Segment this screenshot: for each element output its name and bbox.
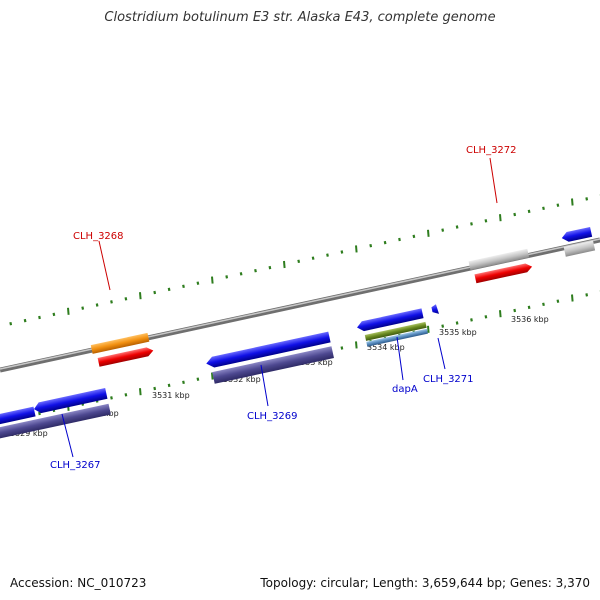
scale-tick-minor [225,275,229,279]
scale-tick-major [211,276,214,284]
scale-tick-minor [326,253,329,257]
scale-tick-minor [182,284,185,289]
scale-tick-minor [527,305,531,310]
gene-label-CLH_3271[interactable]: CLH_3271 [423,374,474,385]
scale-tick-minor [455,321,459,325]
scale-label: 3533 kbp [295,358,333,367]
scale-tick-minor [167,287,171,292]
scale-tick-minor [383,240,387,245]
genome-summary-text: Topology: circular; Length: 3,659,644 bp… [260,576,590,590]
gene-label-CLH_3268[interactable]: CLH_3268 [73,231,124,242]
scale-tick-minor [196,281,200,285]
gene-label-CLH_3269[interactable]: CLH_3269 [247,411,298,422]
scale-tick-minor [167,383,171,388]
accession-text: Accession: NC_010723 [10,576,147,590]
scale-tick-minor [124,393,128,397]
scale-tick-minor [153,290,157,295]
scale-tick-minor [340,250,344,254]
scale-tick-minor [182,380,185,385]
scale-tick-major [211,372,214,380]
scale-tick-minor [297,259,301,264]
scale-tick-minor [239,272,243,276]
scale-tick-major [427,229,430,237]
scale-tick-major [571,294,574,302]
gene-edge-right-gray[interactable] [563,240,596,257]
scale-tick-minor [153,386,157,391]
scale-tick-minor [254,268,257,273]
scale-tick-minor [556,299,560,303]
scale-tick-minor [455,225,459,229]
scale-tick-major [355,341,358,349]
gene-CLH_3272-arrow[interactable] [474,262,533,284]
scale-tick-minor [513,212,517,217]
gene-CLH_3272-gray[interactable] [468,248,530,271]
scale-tick-minor [81,306,85,310]
scale-label: 3532 kbp [223,375,261,384]
gene-label-dapA[interactable]: dapA [392,384,418,395]
scale-tick-major [139,388,142,396]
gene-dapA-olive[interactable] [364,321,427,341]
scale-tick-minor [470,318,473,322]
scale-tick-minor [556,203,560,207]
scale-tick-minor [340,346,344,350]
scale-label: 3531 kbp [152,391,190,400]
scale-ticks-top [9,194,600,326]
gene-dapA-arrow[interactable] [356,308,424,332]
scale-tick-minor [369,243,373,248]
scale-tick-minor [110,300,113,304]
gene-CLH_3267-arrow-b[interactable] [33,388,108,414]
gene-CLH_3268-arrow[interactable] [97,346,155,367]
scale-tick-minor [484,315,488,319]
scale-tick-major [355,245,358,253]
scale-tick-minor [441,324,445,328]
scale-tick-minor [268,265,272,270]
scale-tick-minor [110,396,113,400]
scale-tick-minor [124,297,128,301]
scale-tick-minor [441,228,445,232]
gene-label-CLH_3272[interactable]: CLH_3272 [466,145,517,156]
scale-tick-major [283,260,286,269]
gene-CLH_3271-arrow[interactable] [431,304,440,315]
scale-tick-minor [527,209,531,214]
scale-tick-minor [484,219,488,223]
scale-tick-minor [542,302,545,307]
gene-CLH_3267-bar[interactable] [0,403,111,441]
scale-tick-major [499,310,502,318]
scale-tick-minor [9,321,13,326]
scale-tick-minor [38,315,41,320]
genome-title: Clostridium botulinum E3 str. Alaska E43… [104,10,496,25]
scale-tick-major [139,292,142,300]
scale-tick-major [427,325,430,333]
gene-label-CLH_3267[interactable]: CLH_3267 [50,460,101,471]
scale-tick-minor [585,293,589,297]
scale-tick-minor [95,303,99,307]
scale-tick-minor [311,256,315,260]
label-leader-lines [61,157,498,458]
scale-tick-minor [585,197,589,201]
scale-tick-minor [38,411,41,416]
scale-label: 3536 kbp [511,315,549,324]
scale-tick-minor [412,234,416,239]
scale-tick-major [499,214,502,222]
scale-tick-minor [398,237,401,242]
gene-edge-right-arrow[interactable] [561,226,593,243]
scale-tick-minor [513,308,517,313]
gene-CLH_3267-arrow-a[interactable] [0,406,36,427]
scale-label: 3529 kbp [10,429,48,438]
scale-tick-minor [23,318,27,323]
gene-CLH_3269-arrow[interactable] [205,331,331,369]
gene-CLH_3269-bar[interactable] [212,346,334,384]
scale-tick-minor [52,312,56,317]
scale-tick-minor [196,377,200,381]
scale-tick-minor [542,206,545,211]
scale-label: 3535 kbp [439,328,477,337]
scale-tick-major [571,198,574,206]
gene-CLH_3268-orange[interactable] [90,332,150,354]
scale-tick-major [67,307,70,315]
scale-tick-minor [470,222,473,226]
scale-label: 3534 kbp [367,343,405,352]
